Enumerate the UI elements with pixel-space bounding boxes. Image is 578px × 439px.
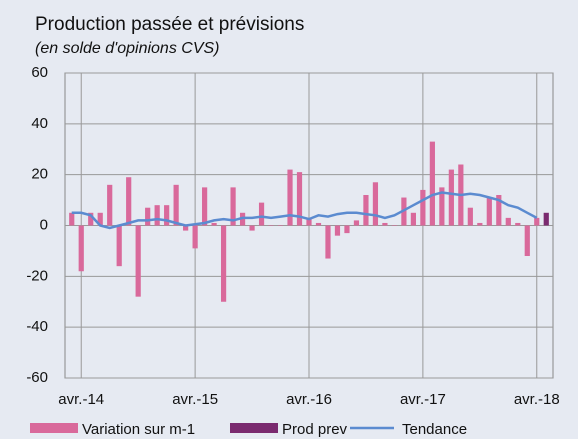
bar — [126, 177, 132, 226]
y-tick-label: 60 — [31, 64, 48, 81]
y-tick-label: 40 — [31, 115, 48, 132]
bar — [477, 222, 483, 226]
bar — [363, 195, 369, 226]
legend-label: Prod prev — [282, 421, 348, 438]
bar — [192, 225, 198, 249]
bar — [515, 222, 521, 226]
bar — [486, 197, 492, 226]
x-tick-label: avr.-18 — [514, 391, 560, 408]
x-tick-label: avr.-15 — [172, 391, 218, 408]
trend-line — [71, 191, 538, 230]
bar — [315, 222, 322, 226]
bar — [97, 212, 103, 226]
bar — [88, 212, 94, 226]
y-tick-label: 0 — [40, 216, 48, 233]
bar — [372, 182, 379, 226]
bar — [496, 195, 502, 226]
bar — [154, 205, 160, 226]
bar — [467, 207, 473, 226]
bar — [202, 187, 208, 226]
bar — [69, 212, 75, 226]
bar — [183, 225, 189, 231]
x-tick-label: avr.-17 — [400, 391, 446, 408]
y-tick-label: -40 — [26, 318, 48, 335]
bar — [344, 225, 350, 234]
x-tick-label: avr.-16 — [286, 391, 332, 408]
bar — [211, 222, 217, 226]
legend-swatch — [30, 423, 78, 433]
chart-title: Production passée et prévisions — [35, 14, 304, 35]
bar — [325, 225, 331, 259]
bar — [230, 187, 236, 226]
bar — [439, 187, 445, 226]
bar — [353, 220, 360, 226]
bar — [334, 225, 341, 236]
bar — [220, 225, 227, 302]
legend-label: Tendance — [402, 421, 467, 438]
bar — [391, 225, 398, 226]
y-tick-label: 20 — [31, 166, 48, 183]
bar — [420, 189, 426, 226]
bar — [448, 169, 454, 226]
bar — [534, 217, 540, 226]
bar — [107, 184, 113, 226]
bar — [116, 225, 122, 267]
bar — [78, 225, 84, 272]
legend-label: Variation sur m-1 — [82, 421, 195, 438]
y-tick-label: -60 — [26, 369, 48, 386]
bar — [306, 217, 312, 226]
bar — [410, 212, 416, 226]
bar — [145, 207, 151, 226]
bar — [287, 169, 293, 226]
bar — [524, 225, 530, 256]
bar — [135, 225, 141, 297]
bar — [173, 184, 179, 226]
bar — [277, 225, 284, 226]
bar — [258, 202, 265, 226]
bar — [382, 222, 388, 226]
x-tick-label: avr.-14 — [58, 391, 104, 408]
bar — [164, 205, 170, 226]
bar — [296, 172, 303, 226]
bar — [543, 212, 549, 226]
chart-subtitle: (en solde d'opinions CVS) — [35, 40, 220, 57]
bar — [505, 217, 511, 226]
legend-swatch — [230, 423, 278, 433]
bar — [429, 141, 435, 226]
bar — [249, 225, 255, 231]
y-tick-label: -20 — [26, 267, 48, 284]
bar — [268, 225, 274, 226]
